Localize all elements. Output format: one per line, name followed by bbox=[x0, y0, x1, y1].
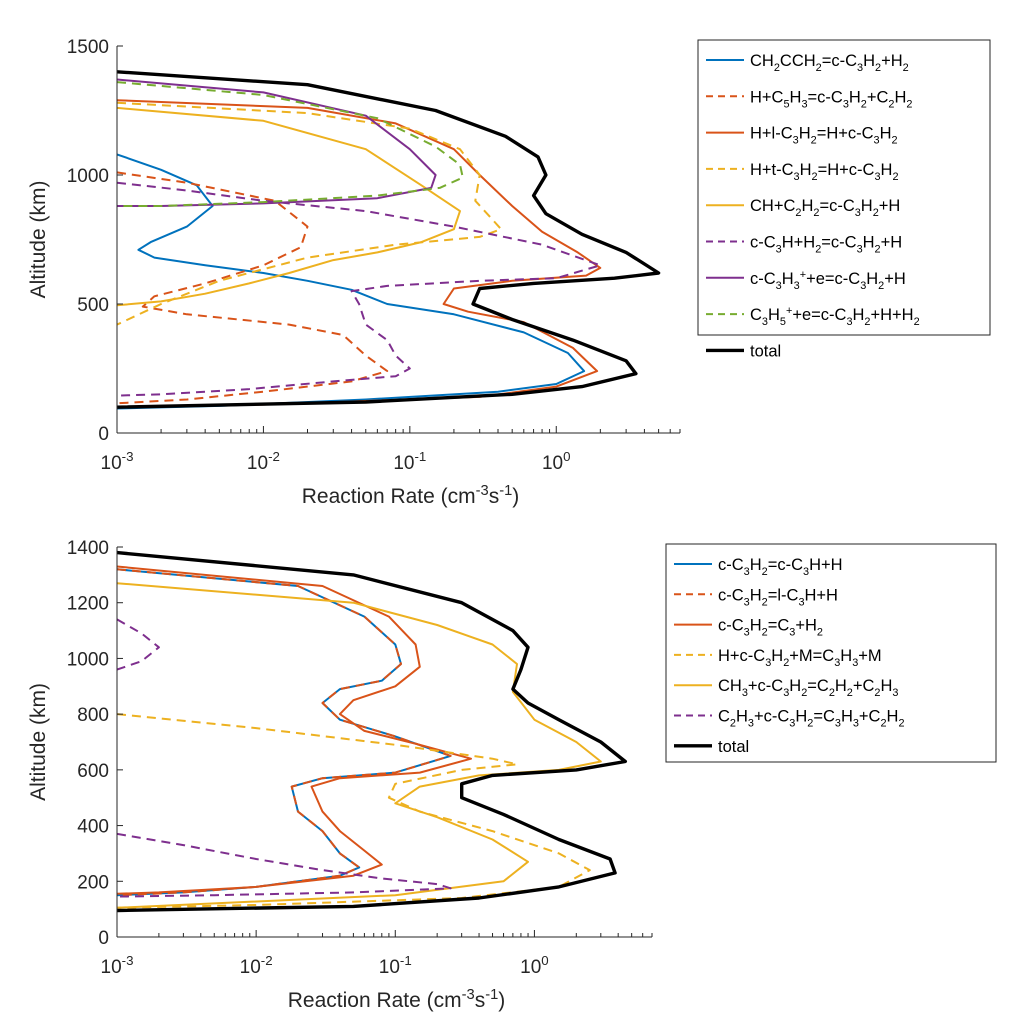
series-line-5 bbox=[117, 106, 461, 307]
y-tick-label: 1000 bbox=[67, 649, 109, 670]
series-line-3 bbox=[117, 565, 472, 895]
series-line-4 bbox=[117, 101, 503, 326]
y-tick-label: 0 bbox=[98, 928, 109, 949]
series-line-6 bbox=[117, 618, 452, 898]
plot-area bbox=[117, 550, 627, 913]
x-tick-label: 10-2 bbox=[247, 449, 280, 474]
series-line-1 bbox=[117, 153, 586, 410]
series-line-4 bbox=[117, 713, 591, 909]
y-tick-label: 1200 bbox=[67, 594, 109, 615]
series-line-7 bbox=[117, 78, 437, 207]
legend-entry-label: H+c-C3H2+M=C3H3+M bbox=[718, 647, 882, 669]
y-tick-label: 1000 bbox=[67, 166, 109, 187]
y-tick-label: 1400 bbox=[67, 538, 109, 559]
legend-entry-label: C2H3+c-C3H2=C3H3+C2H2 bbox=[718, 708, 905, 730]
y-tick-label: 1500 bbox=[67, 37, 109, 58]
x-tick-label: 10-1 bbox=[393, 449, 426, 474]
series-line-2 bbox=[117, 171, 389, 405]
y-tick-label: 200 bbox=[77, 872, 109, 893]
legend-entry-label: c-C3H2=l-C3H+H bbox=[718, 586, 838, 608]
legend-entry-label: total bbox=[718, 738, 749, 756]
legend-entry-label: c-C3H2=C3+H2 bbox=[718, 617, 823, 639]
legend-entry-label: C3H5++e=c-C3H2+H+H2 bbox=[750, 305, 920, 328]
y-tick-label: 600 bbox=[77, 761, 109, 782]
legend: c-C3H2=c-C3H+H c-C3H2=l-C3H+H c-C3H2=C3+H2… bbox=[665, 543, 997, 763]
legend-entry-label: c-C3H+H2=c-C3H2+H bbox=[750, 234, 902, 256]
legend-entry-label: H+C5H3=c-C3H2+C2H2 bbox=[750, 88, 912, 110]
series-line-9 bbox=[117, 70, 661, 409]
x-tick-label: 10-3 bbox=[101, 449, 134, 474]
series-line-2 bbox=[117, 568, 452, 897]
legend-entry-label: H+t-C3H2=H+c-C3H2 bbox=[750, 161, 899, 183]
chart-panel-1: 0 500 1000 1500 10-3 10-2 10-1 100 Reaction Rate… bbox=[27, 37, 991, 508]
legend-entry-label: CH+C2H2=c-C3H2+H bbox=[750, 197, 900, 219]
chart-panel-2: 0 200 400 600 800 1000 1200 1400 10-3 10-2 10-1 100… bbox=[27, 538, 997, 1012]
y-tick-label: 800 bbox=[77, 705, 109, 726]
series-line-7 bbox=[117, 550, 627, 913]
y-tick-label: 400 bbox=[77, 817, 109, 838]
legend-entry-label: total bbox=[750, 342, 781, 360]
x-tick-label: 10-2 bbox=[240, 953, 273, 978]
y-tick-label: 0 bbox=[98, 424, 109, 445]
legend-entry-label: H+l-C3H2=H+c-C3H2 bbox=[750, 125, 898, 147]
x-tick-label: 10-3 bbox=[101, 953, 134, 978]
legend-box bbox=[697, 39, 991, 336]
x-axis-title: Reaction Rate (cm-3s-1) bbox=[288, 987, 506, 1012]
y-tick-label: 500 bbox=[77, 295, 109, 316]
legend-entry-label: CH2CCH2=c-C3H2+H2 bbox=[750, 52, 909, 74]
legend-entry-label: c-C3H3++e=c-C3H2+H bbox=[750, 269, 906, 292]
x-axis-title: Reaction Rate (cm-3s-1) bbox=[302, 483, 520, 508]
series-line-8 bbox=[117, 81, 464, 207]
legend-box bbox=[665, 543, 997, 763]
x-tick-label: 10-1 bbox=[379, 953, 412, 978]
y-axis-title: Altitude (km) bbox=[27, 683, 50, 801]
legend: CH2CCH2=c-C3H2+H2 H+C5H3=c-C3H2+C2H2 H+l-C… bbox=[697, 39, 991, 360]
y-axis-title: Altitude (km) bbox=[27, 181, 50, 299]
legend-entry-label: CH3+c-C3H2=C2H2+C2H3 bbox=[718, 677, 898, 699]
plot-area bbox=[117, 70, 661, 410]
x-tick-label: 100 bbox=[542, 449, 571, 474]
legend-entry-label: c-C3H2=c-C3H+H bbox=[718, 556, 843, 578]
series-line-5 bbox=[117, 582, 602, 909]
series-line-3 bbox=[117, 99, 602, 409]
x-tick-label: 100 bbox=[520, 953, 549, 978]
series-line-6 bbox=[117, 181, 602, 397]
